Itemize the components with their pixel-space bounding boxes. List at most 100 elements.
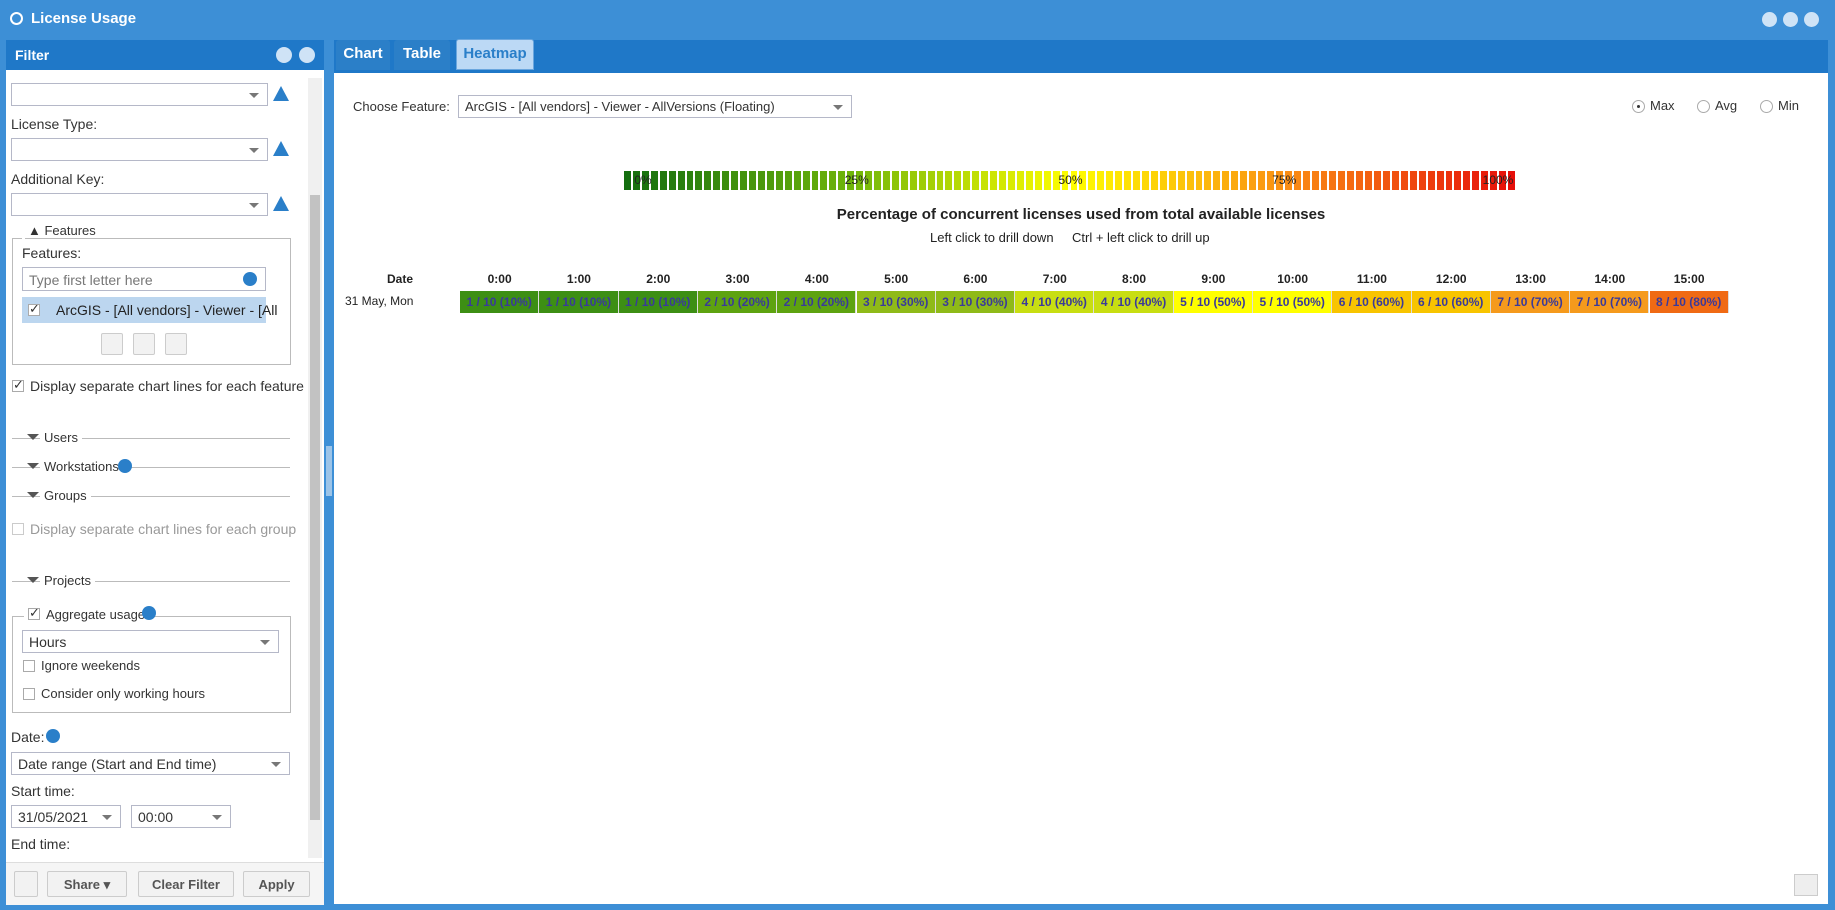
checkbox-label: Ignore weekends (41, 658, 141, 673)
scale-label: 50% (1058, 173, 1083, 187)
scale-segment (749, 171, 756, 190)
section-title[interactable]: Projects (40, 573, 95, 588)
expand-icon[interactable] (27, 577, 39, 589)
scale-segment (1240, 171, 1248, 190)
aggregate-unit-combo[interactable]: Hours (22, 630, 279, 653)
clear-button[interactable] (165, 333, 187, 355)
license-type-combo[interactable] (11, 138, 268, 161)
radio[interactable] (1697, 100, 1710, 113)
scale-segment (963, 171, 971, 190)
select-none-button[interactable] (133, 333, 155, 355)
combo-value: Date range (Start and End time) (18, 756, 217, 772)
expand-icon[interactable] (27, 434, 39, 446)
heatmap-cell: 4 / 10 (40%) (1094, 291, 1174, 313)
filter-button[interactable] (14, 871, 38, 897)
checkbox[interactable] (28, 301, 40, 317)
checkbox[interactable] (23, 660, 35, 672)
checkbox[interactable] (12, 377, 24, 393)
scale-segment (784, 171, 792, 190)
settings-button[interactable] (299, 47, 315, 63)
scale-segment (936, 171, 944, 190)
start-date-input[interactable]: 31/05/2021 (11, 805, 121, 828)
scrollbar-thumb[interactable] (310, 195, 320, 820)
radio-label: Max (1650, 98, 1675, 113)
radio[interactable] (1632, 100, 1645, 113)
download-button[interactable] (1794, 874, 1818, 896)
checkbox-label: Aggregate usage (46, 607, 146, 622)
scale-segment (999, 171, 1006, 190)
maximize-button[interactable] (1783, 12, 1798, 27)
section-line (12, 581, 290, 582)
scale-segment (757, 171, 765, 190)
scale-segment (945, 171, 953, 190)
hour-header: 2:00 (646, 272, 671, 286)
scale-segment (1222, 171, 1230, 190)
expand-icon[interactable] (27, 463, 39, 475)
close-button[interactable] (1804, 12, 1819, 27)
tab[interactable]: Table (394, 40, 450, 70)
vendor-combo[interactable] (11, 83, 268, 106)
info-icon[interactable] (118, 459, 132, 473)
feature-combo[interactable]: ArcGIS - [All vendors] - Viewer - AllVer… (458, 95, 852, 118)
help-icon[interactable] (142, 606, 156, 620)
window-title: License Usage (31, 10, 137, 27)
expand-icon[interactable] (27, 492, 39, 504)
hour-header: 9:00 (1201, 272, 1226, 286)
features-fieldset (12, 238, 291, 365)
scale-segment (820, 171, 828, 190)
hour-header: 14:00 (1594, 272, 1626, 286)
splitter[interactable] (326, 446, 332, 496)
section-title[interactable]: Workstations (40, 459, 123, 474)
scale-segment (1061, 171, 1069, 190)
collapse-button[interactable] (276, 47, 292, 63)
section-title[interactable]: Users (40, 430, 82, 445)
heatmap-title: Percentage of concurrent licenses used f… (836, 206, 1326, 223)
scale-segment (865, 171, 873, 190)
scale-segment (1427, 171, 1435, 190)
scale-segment (1258, 171, 1265, 190)
radio[interactable] (1760, 100, 1773, 113)
scale-segment (1043, 171, 1051, 190)
scale-segment (1499, 171, 1507, 190)
scale-segment (1347, 171, 1355, 190)
checkbox[interactable] (28, 605, 40, 621)
scale-segment (1213, 171, 1221, 190)
clear-filter-button[interactable]: Clear Filter (138, 871, 234, 897)
scale-segment (1436, 171, 1444, 190)
label: Features: (22, 245, 82, 261)
additional-key-input[interactable] (11, 193, 268, 216)
feature-search[interactable]: Type first letter here (22, 267, 266, 291)
hour-header: 15:00 (1673, 272, 1705, 286)
select-all-button[interactable] (101, 333, 123, 355)
share-button[interactable]: Share ▾ (47, 871, 127, 897)
scale-segment (704, 171, 712, 190)
filter-title: Filter (15, 47, 50, 63)
fieldset-legend[interactable]: ▲ Features (24, 223, 100, 238)
scale-segment (891, 171, 899, 190)
radio-label: Min (1778, 98, 1799, 113)
heatmap-cell: 7 / 10 (70%) (1490, 291, 1571, 313)
section-line (12, 496, 290, 497)
checkbox[interactable] (23, 688, 35, 700)
scale-segment (1007, 171, 1015, 190)
scale-segment (650, 171, 658, 190)
date-mode-combo[interactable]: Date range (Start and End time) (11, 752, 290, 775)
apply-button[interactable]: Apply (243, 871, 310, 897)
minimize-button[interactable] (1762, 12, 1777, 27)
scale-segment (740, 171, 747, 190)
scale-segment (1249, 171, 1257, 190)
placeholder: Type first letter here (29, 272, 153, 288)
add-icon[interactable] (243, 272, 257, 286)
tab[interactable]: Chart (336, 40, 390, 70)
section-title[interactable]: Groups (40, 488, 91, 503)
feature-item[interactable] (22, 297, 266, 323)
checkbox (12, 523, 24, 535)
start-time-combo[interactable]: 00:00 (131, 805, 231, 828)
color-scale: 0% 25% 50% 75% 100% (624, 171, 1517, 190)
tab[interactable]: Heatmap (456, 39, 534, 70)
info-icon[interactable] (46, 729, 60, 743)
hour-header: 10:00 (1277, 272, 1308, 286)
heatmap-cell: 6 / 10 (60%) (1411, 291, 1491, 313)
hour-header: 5:00 (884, 272, 909, 286)
feature-item-text: ArcGIS - [All vendors] - Viewer - [All (56, 302, 278, 318)
